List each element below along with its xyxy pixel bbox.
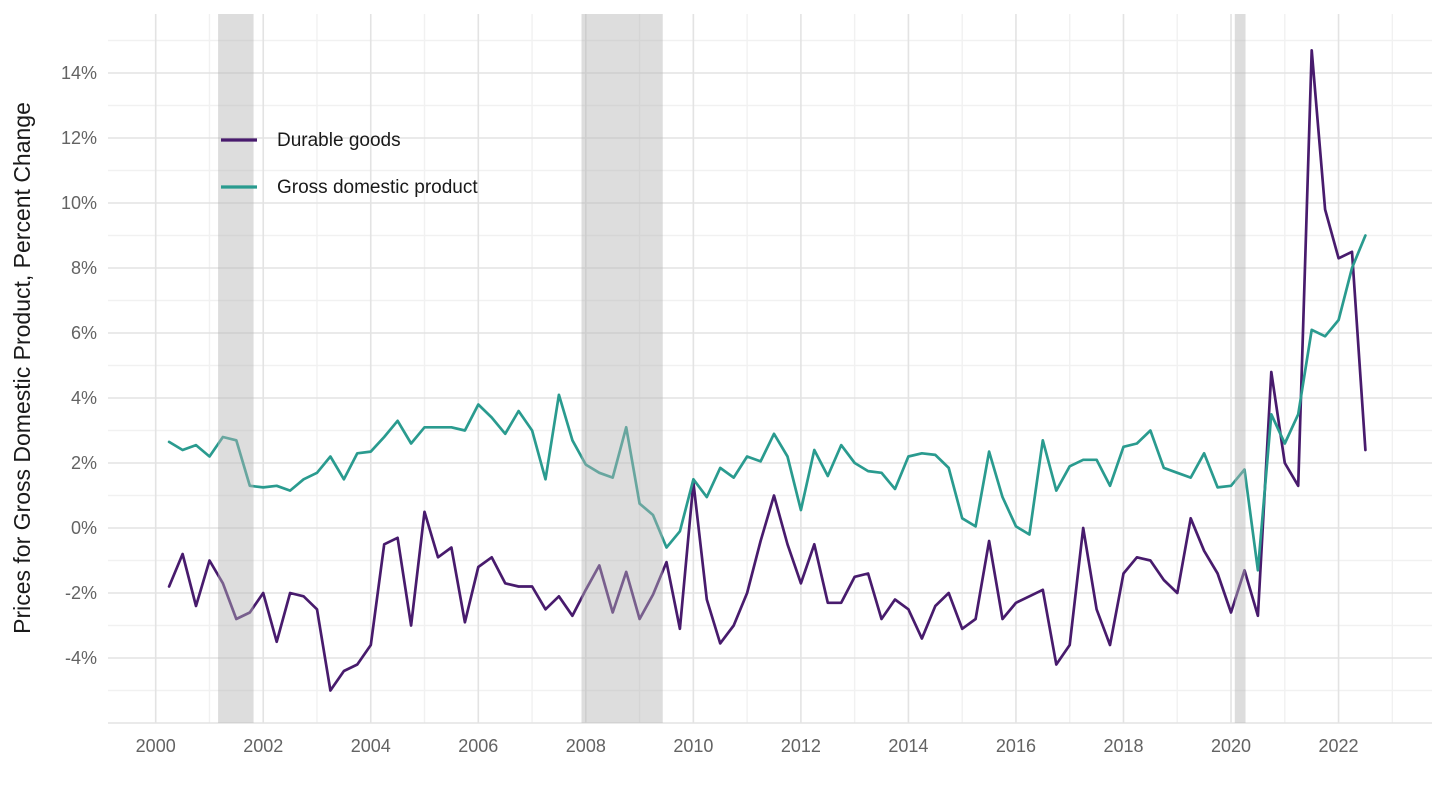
x-tick-label: 2006 bbox=[458, 736, 498, 756]
recession-band bbox=[218, 14, 254, 723]
y-tick-label: 12% bbox=[61, 128, 97, 148]
series-line-durable-goods bbox=[167, 48, 1367, 692]
x-tick-label: 2012 bbox=[781, 736, 821, 756]
x-tick-label: 2008 bbox=[566, 736, 606, 756]
y-tick-label: 14% bbox=[61, 63, 97, 83]
recession-band bbox=[581, 14, 663, 723]
y-tick-label: -2% bbox=[65, 583, 97, 603]
x-tick-label: 2022 bbox=[1319, 736, 1359, 756]
x-tick-label: 2014 bbox=[888, 736, 928, 756]
x-tick-label: 2018 bbox=[1103, 736, 1143, 756]
gridlines-major bbox=[108, 14, 1432, 724]
x-axis-tick-labels: 2000 2002 2004 2006 2008 2010 2012 2014 2016 2018… bbox=[136, 736, 1359, 756]
legend-item-gross-domestic-product: Gross domestic product bbox=[221, 177, 478, 198]
gridlines-minor bbox=[108, 14, 1432, 723]
series-lines bbox=[167, 48, 1367, 692]
y-tick-label: 2% bbox=[71, 453, 97, 473]
y-axis-tick-labels: -4% -2% 0% 2% 4% 6% 8% 10% 12% 14% bbox=[61, 63, 97, 668]
x-tick-label: 2004 bbox=[351, 736, 391, 756]
y-tick-label: 10% bbox=[61, 193, 97, 213]
y-tick-label: 6% bbox=[71, 323, 97, 343]
legend-item-durable-goods: Durable goods bbox=[221, 130, 401, 151]
legend-label-durable-goods: Durable goods bbox=[277, 130, 401, 151]
y-tick-label: 8% bbox=[71, 258, 97, 278]
recession-bands bbox=[218, 14, 1246, 723]
recession-band bbox=[1234, 14, 1246, 723]
y-tick-label: -4% bbox=[65, 648, 97, 668]
legend: Durable goods Gross domestic product bbox=[221, 130, 478, 198]
x-tick-label: 2016 bbox=[996, 736, 1036, 756]
x-tick-label: 2020 bbox=[1211, 736, 1251, 756]
y-axis-title: Prices for Gross Domestic Product, Perce… bbox=[9, 102, 35, 634]
series-line-gross-domestic-product bbox=[167, 234, 1367, 572]
x-tick-label: 2002 bbox=[243, 736, 283, 756]
x-tick-label: 2010 bbox=[673, 736, 713, 756]
x-tick-label: 2000 bbox=[136, 736, 176, 756]
y-tick-label: 4% bbox=[71, 388, 97, 408]
legend-label-gross-domestic-product: Gross domestic product bbox=[277, 177, 478, 198]
y-tick-label: 0% bbox=[71, 518, 97, 538]
